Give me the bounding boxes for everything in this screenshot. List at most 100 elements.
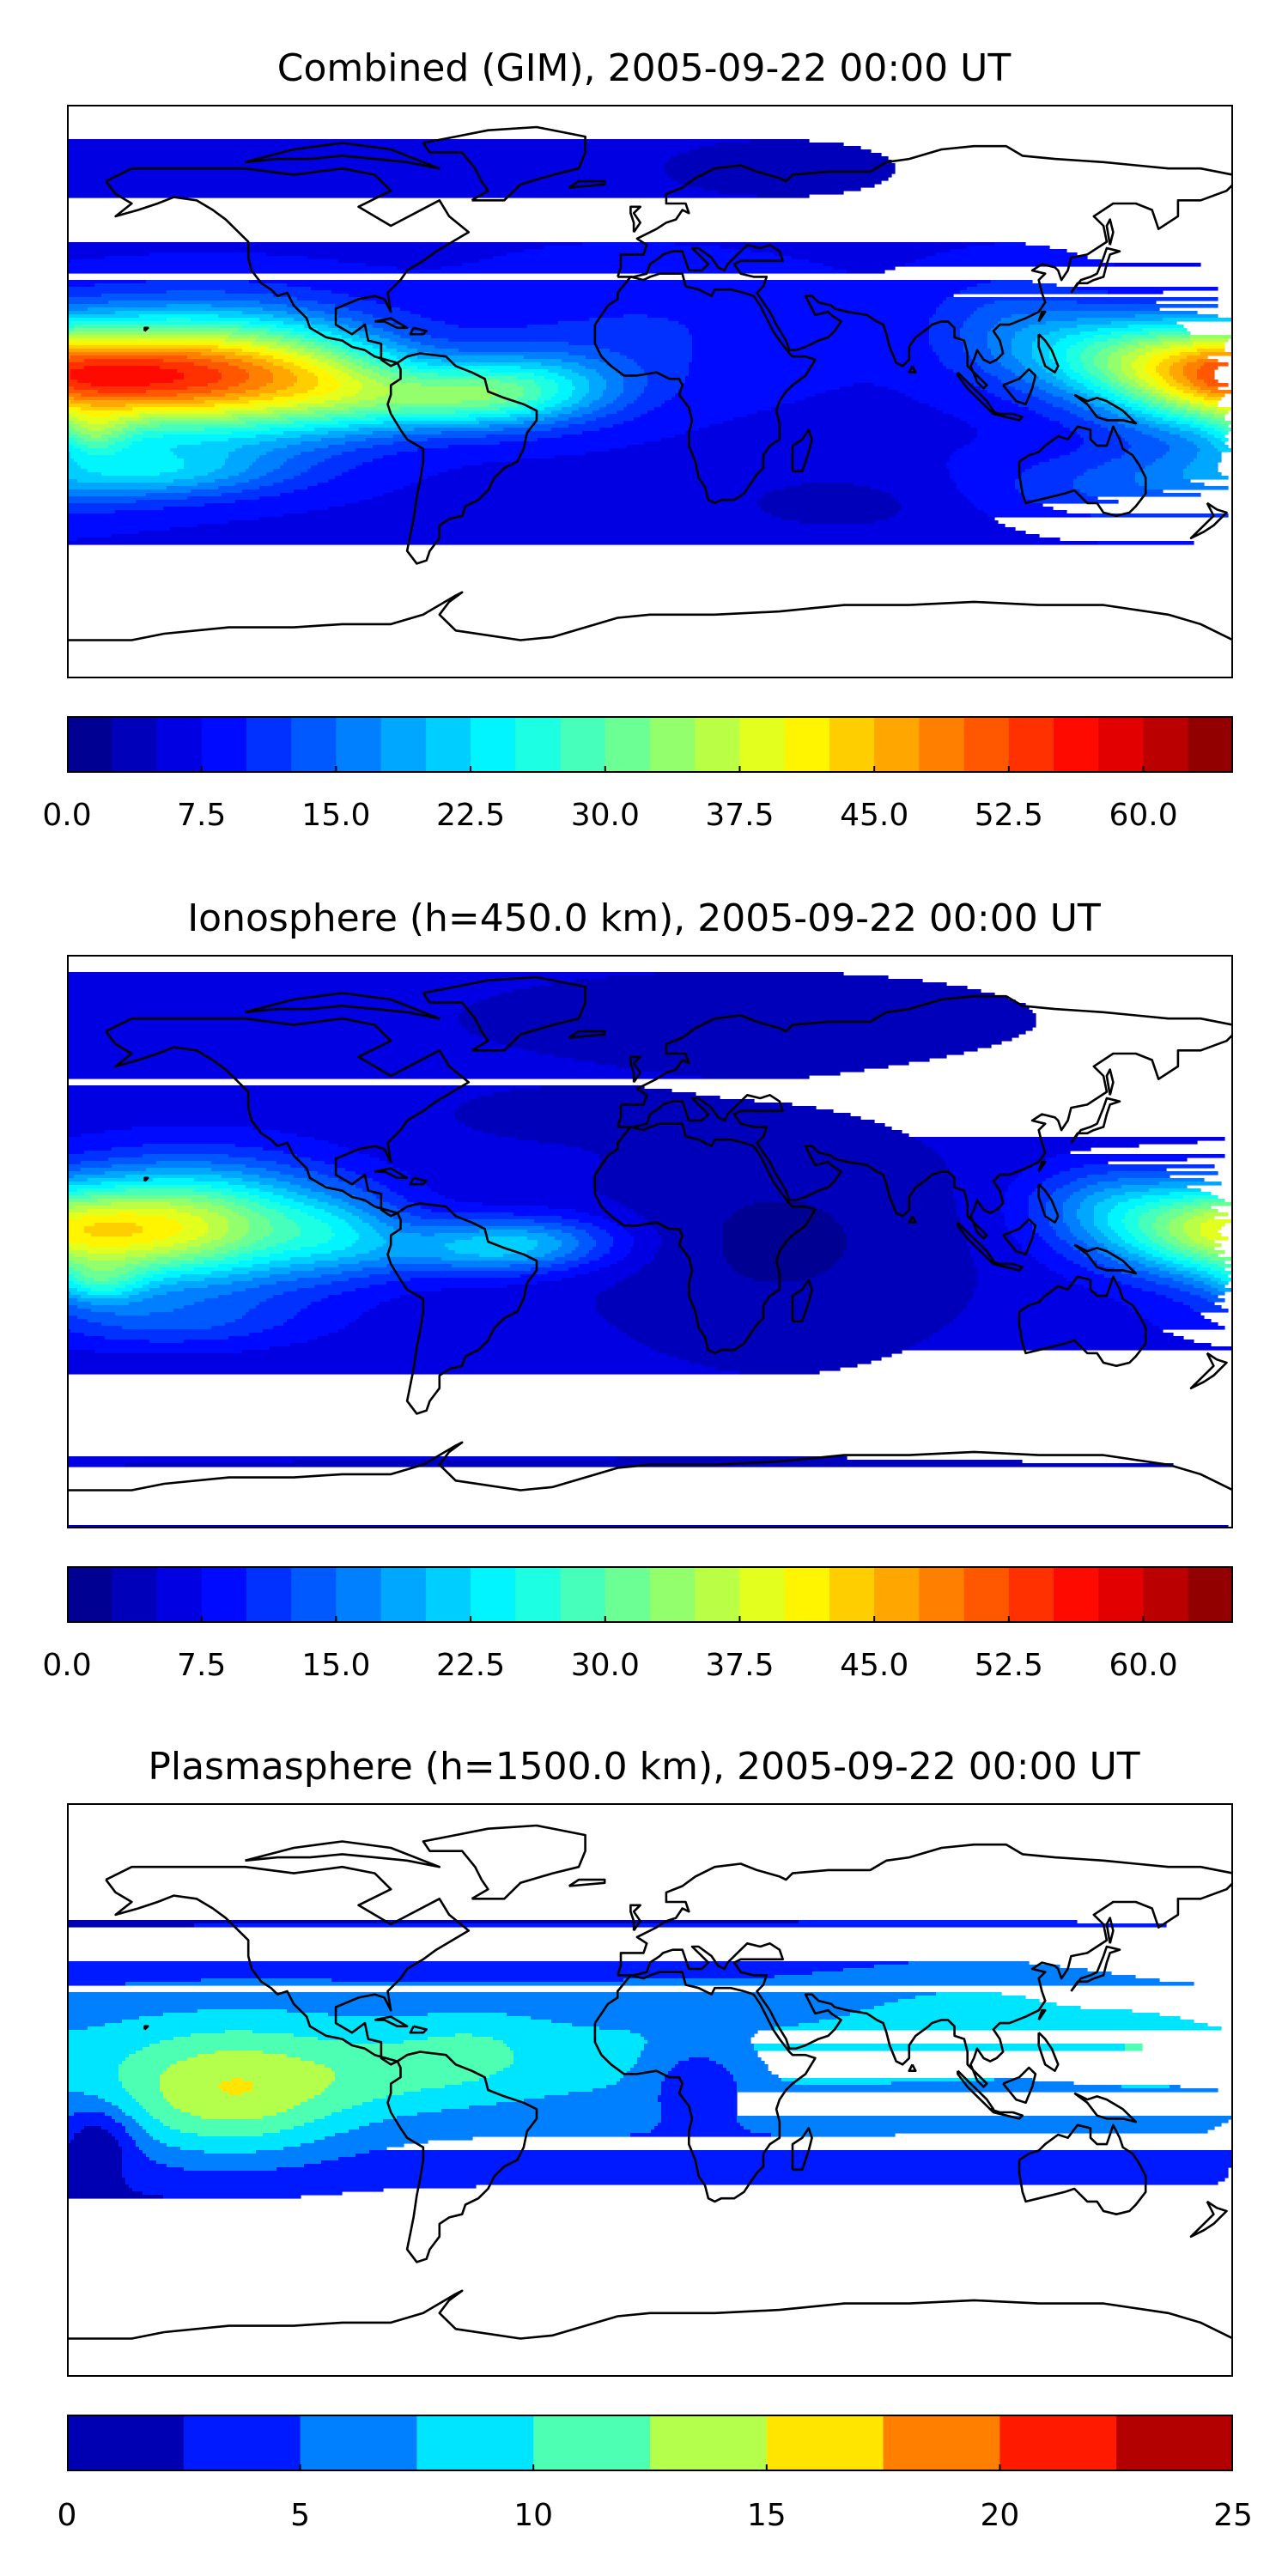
- heatmap-cell: [489, 404, 518, 408]
- heatmap-cell: [507, 2044, 645, 2048]
- heatmap-cell: [781, 404, 930, 408]
- heatmap-cell: [246, 421, 295, 425]
- heatmap-cell: [1018, 404, 1054, 408]
- heatmap-cell: [67, 513, 284, 518]
- heatmap-cell: [112, 1164, 246, 1169]
- heatmap-cell: [489, 2075, 624, 2079]
- heatmap-cell: [290, 1182, 319, 1186]
- heatmap-cell: [287, 2009, 861, 2014]
- colorbar-swatch: [336, 716, 382, 773]
- colorbar-tick-label: 22.5: [435, 1648, 506, 1683]
- heatmap-cell: [946, 366, 981, 370]
- heatmap-cell: [1029, 1206, 1047, 1210]
- heatmap-cell: [74, 1261, 140, 1265]
- heatmap-cell: [201, 441, 260, 446]
- heatmap-cell: [977, 434, 1081, 439]
- heatmap-cell: [112, 2116, 133, 2120]
- heatmap-cell: [1121, 355, 1139, 360]
- heatmap-cells: [67, 972, 1232, 1528]
- heatmap-cell: [67, 173, 669, 178]
- heatmap-cell: [1197, 455, 1222, 459]
- heatmap-cell: [167, 304, 212, 308]
- heatmap-cell: [1145, 1250, 1160, 1255]
- heatmap-cell: [67, 2050, 137, 2055]
- heatmap-cell: [136, 2119, 161, 2123]
- heatmap-cell: [960, 1223, 1005, 1227]
- heatmap-cell: [91, 434, 102, 439]
- heatmap-cell: [1111, 1209, 1129, 1213]
- heatmap-cell: [785, 486, 872, 490]
- heatmap-cell: [1190, 338, 1229, 343]
- heatmap-cell: [575, 1247, 593, 1251]
- heatmap-cell: [194, 362, 229, 367]
- heatmap-cell: [421, 2088, 593, 2093]
- heatmap-cell: [562, 1240, 580, 1244]
- heatmap-cell: [297, 297, 363, 301]
- heatmap-cell: [1091, 1288, 1143, 1292]
- heatmap-cell: [249, 465, 281, 470]
- heatmap-cell: [1145, 1264, 1167, 1268]
- heatmap-cell: [1163, 1212, 1184, 1217]
- heatmap-cell: [67, 180, 679, 185]
- heatmap-cell: [108, 301, 260, 305]
- heatmap-cell: [1218, 407, 1232, 411]
- heatmap-cell: [534, 1247, 559, 1251]
- heatmap-cell: [1135, 414, 1153, 418]
- heatmap-cell: [301, 1209, 325, 1213]
- heatmap-cell: [314, 2061, 514, 2065]
- heatmap-cell: [1053, 1247, 1074, 1251]
- colorbar-swatch: [425, 1566, 471, 1623]
- heatmap-cell: [67, 1175, 75, 1179]
- coastlines: [67, 125, 1233, 641]
- heatmap-cell: [67, 2057, 126, 2062]
- heatmap-cell: [678, 153, 882, 157]
- colorbar-swatch: [380, 716, 427, 773]
- heatmap-cell: [321, 438, 367, 442]
- heatmap-cell: [500, 993, 995, 997]
- heatmap-cell: [215, 404, 257, 408]
- heatmap-cell: [1139, 1261, 1157, 1265]
- heatmap-cell: [67, 503, 205, 507]
- heatmap-cell: [98, 1199, 191, 1203]
- heatmap-cell: [1128, 325, 1184, 329]
- heatmap-cell: [1176, 421, 1194, 425]
- heatmap-cell: [1108, 390, 1119, 394]
- heatmap-cell: [307, 390, 336, 394]
- heatmap-cell: [1145, 465, 1188, 470]
- heatmap-cell: [1221, 421, 1232, 425]
- colorbar-swatch: [425, 716, 471, 773]
- heatmap-cell: [67, 1157, 109, 1162]
- panel-3-colorbar-ticks: 0 5 10 15 20 25: [58, 2500, 1253, 2543]
- heatmap-cell: [589, 1233, 611, 1237]
- heatmap-cell: [1087, 400, 1102, 404]
- heatmap-cell: [836, 1219, 961, 1224]
- heatmap-cell: [1170, 1219, 1188, 1224]
- heatmap-cell: [67, 266, 398, 270]
- heatmap-cell: [929, 321, 964, 325]
- heatmap-cell: [654, 1226, 724, 1230]
- heatmap-cell: [287, 2054, 514, 2058]
- heatmap-cell: [67, 489, 191, 494]
- heatmap-cell: [304, 349, 322, 353]
- heatmap-cell: [304, 1202, 329, 1206]
- heatmap-cell: [67, 2116, 112, 2120]
- heatmap-cell: [287, 283, 978, 288]
- colorbar-swatch: [1008, 716, 1054, 773]
- heatmap-cell: [637, 362, 690, 367]
- heatmap-cell: [1190, 335, 1232, 339]
- heatmap-cell: [967, 246, 1050, 250]
- heatmap-cell: [67, 2171, 123, 2175]
- heatmap-cell: [1156, 410, 1170, 415]
- heatmap-cell: [1015, 486, 1074, 490]
- colorbar-tick-label: 0.0: [42, 1648, 92, 1683]
- heatmap-cell: [1156, 397, 1167, 401]
- heatmap-cell: [1125, 424, 1150, 428]
- heatmap-cell: [459, 1106, 817, 1110]
- heatmap-cell: [1108, 1216, 1126, 1220]
- heatmap-cell: [775, 2026, 1222, 2031]
- heatmap-cell: [393, 331, 422, 336]
- heatmap-cell: [167, 2099, 308, 2103]
- heatmap-cell: [184, 1340, 308, 1344]
- heatmap-cell: [1211, 417, 1225, 422]
- heatmap-cell: [1025, 380, 1047, 384]
